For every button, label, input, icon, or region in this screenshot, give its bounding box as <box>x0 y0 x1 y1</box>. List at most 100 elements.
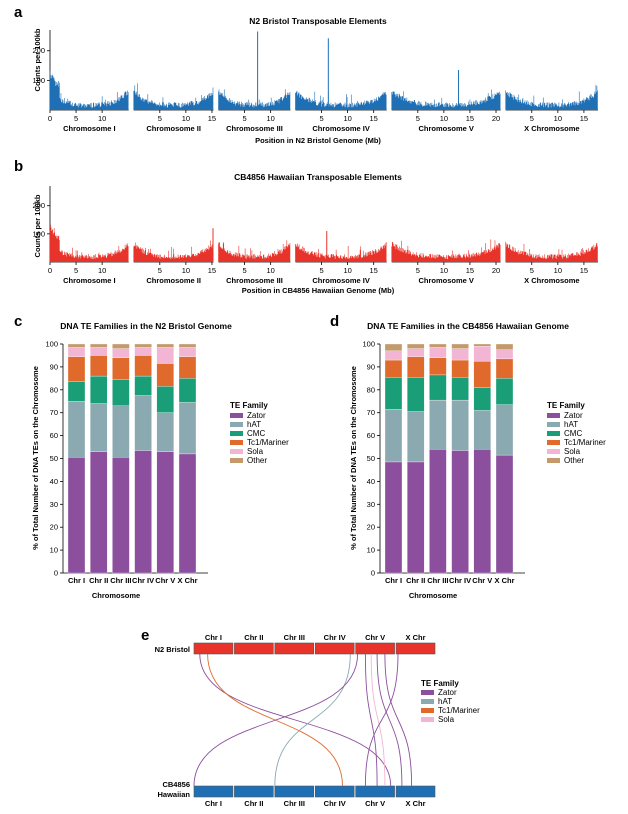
legend-label: Other <box>564 456 584 465</box>
y-tick-label: 200 <box>32 46 45 55</box>
chromosome-label: X Chromosome <box>524 276 579 285</box>
bottom-chromosome-label: Chr V <box>365 799 385 808</box>
panel-c-xlabel: Chromosome <box>92 591 140 600</box>
bottom-chromosome-bar <box>395 785 436 798</box>
bar-segment-hat <box>134 395 152 451</box>
legend-swatch <box>547 422 560 427</box>
bar-segment-zator <box>134 450 152 574</box>
category-label: Chr II <box>406 576 425 585</box>
bar-segment-zator <box>384 461 403 574</box>
panel-label-d: d <box>330 313 339 330</box>
bar-segment-cmc <box>112 379 130 406</box>
panel-label-c: c <box>14 313 22 330</box>
y-tick-label: 80 <box>367 385 375 394</box>
top-chromosome-bar <box>234 642 274 655</box>
x-tick-label: 10 <box>182 266 190 275</box>
bar-segment-zator <box>67 457 86 574</box>
bar-segment-tc1-mariner <box>407 356 425 378</box>
te-link-zator <box>376 653 403 787</box>
legend-label: CMC <box>564 429 582 438</box>
legend-label: Sola <box>438 715 455 724</box>
x-tick-label: 5 <box>74 266 78 275</box>
bar-segment-hat <box>451 399 469 451</box>
bar-segment-other <box>156 343 174 348</box>
legend-label: hAT <box>247 420 261 429</box>
x-tick-label: 10 <box>554 114 562 123</box>
x-tick-label: 5 <box>243 266 247 275</box>
chromosome-label: Chromosome I <box>63 276 116 285</box>
bar-segment-other <box>473 343 491 347</box>
legend-swatch <box>547 413 560 418</box>
bar-segment-cmc <box>90 375 108 404</box>
legend-swatch <box>230 458 243 463</box>
x-tick-label: 10 <box>98 266 106 275</box>
y-tick-label: 50 <box>50 454 58 463</box>
top-chromosome-bar <box>395 642 436 655</box>
bar-segment-tc1-mariner <box>156 363 174 387</box>
bar-segment-sola <box>112 348 130 358</box>
bar-segment-zator <box>407 461 425 574</box>
x-tick-label: 5 <box>158 114 162 123</box>
bar-segment-sola <box>451 348 469 361</box>
te-link-zator <box>364 653 399 787</box>
y-tick-label: 20 <box>367 523 375 532</box>
y-tick-label: 70 <box>367 408 375 417</box>
bar-segment-tc1-mariner <box>429 357 447 376</box>
x-tick-label: 15 <box>208 114 216 123</box>
bar-segment-hat <box>407 411 425 463</box>
top-chromosome-label: Chr II <box>244 633 263 642</box>
legend-swatch <box>547 449 560 454</box>
y-tick-label: 90 <box>367 362 375 371</box>
panel-c-ylabel: % of Total Number of DNA TEs on the Chro… <box>31 366 40 550</box>
chromosome-label: Chromosome III <box>226 124 283 133</box>
y-tick-label: 100 <box>45 340 58 349</box>
legend-label: Sola <box>564 447 581 456</box>
panel-c: c DNA TE Families in the N2 Bristol Geno… <box>14 313 289 600</box>
legend-swatch <box>421 708 434 713</box>
x-tick-label: 5 <box>416 266 420 275</box>
y-tick-label: 100 <box>32 76 45 85</box>
density-bars <box>505 241 598 262</box>
x-tick-label: 10 <box>266 114 274 123</box>
x-tick-label: 15 <box>208 266 216 275</box>
x-tick-label: 5 <box>416 114 420 123</box>
chromosome-label: Chromosome II <box>146 276 201 285</box>
top-chromosome-bar <box>274 642 315 655</box>
legend-label: Tc1/Mariner <box>564 438 606 447</box>
x-tick-label: 5 <box>530 114 534 123</box>
legend-label: Zator <box>247 411 266 420</box>
legend-swatch <box>230 440 243 445</box>
bar-segment-zator <box>451 450 469 574</box>
legend-label: Sola <box>247 447 264 456</box>
panel-b-ylabel: Counts per 100kb <box>33 194 42 257</box>
bottom-chromosome-label: Chr II <box>244 799 263 808</box>
y-tick-label: 200 <box>32 201 45 210</box>
chromosome-label: Chromosome V <box>418 124 473 133</box>
legend-label: Zator <box>438 688 457 697</box>
bar-segment-sola <box>178 347 197 357</box>
density-bars <box>49 224 129 262</box>
y-tick-label: 20 <box>50 523 58 532</box>
bar-segment-other <box>112 343 130 349</box>
top-chromosome-label: Chr I <box>205 633 222 642</box>
te-link-zator <box>199 653 392 787</box>
legend-label: Other <box>247 456 267 465</box>
panel-c-plot: 0 10 20 30 40 50 60 70 80 90 100 Chr I Chr II Chr III… <box>45 340 289 586</box>
y-tick-label: 100 <box>362 340 375 349</box>
te-link-zator <box>193 653 359 787</box>
legend-label: hAT <box>438 697 452 706</box>
bottom-genome-label-2: Hawaiian <box>157 790 190 799</box>
bar-segment-hat <box>112 405 130 458</box>
bar-segment-cmc <box>407 377 425 412</box>
bar-segment-tc1-mariner <box>451 359 469 378</box>
x-tick-label: 10 <box>98 114 106 123</box>
te-link-hat <box>274 653 351 787</box>
te-link-sola <box>370 653 386 787</box>
y-tick-label: 60 <box>50 431 58 440</box>
y-tick-label: 0 <box>54 569 58 578</box>
density-bars <box>391 239 501 262</box>
bar-segment-cmc <box>429 374 447 401</box>
bar-segment-hat <box>90 403 108 452</box>
x-tick-label: 10 <box>182 114 190 123</box>
x-tick-label: 5 <box>530 266 534 275</box>
